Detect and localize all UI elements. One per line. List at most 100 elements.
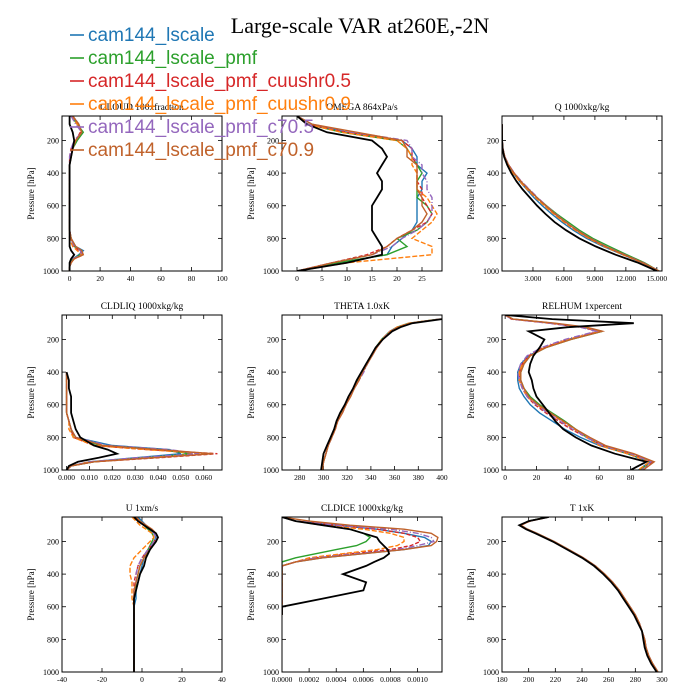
x-tick-label: 0.0008 — [380, 675, 401, 684]
series-line-cam144_lscale_pmf_cuushr0.9 — [282, 517, 405, 615]
x-tick-label: 100 — [216, 274, 228, 283]
x-tick-label: 260 — [603, 675, 615, 684]
y-tick-label: 800 — [47, 635, 59, 644]
plot-frame — [501, 516, 663, 673]
panel-4: CLDLIQ 1000xkg/kg Pressure [hPa] 200 400 600… — [26, 302, 223, 482]
y-tick-label: 400 — [47, 169, 59, 178]
x-tick-label: 0.0004 — [326, 675, 347, 684]
x-tick-label: 0.060 — [195, 473, 212, 482]
series-line-cam144_lscale_pmf — [133, 517, 155, 672]
series-line-cam144_lscale — [519, 517, 659, 672]
x-tick-label: 15.000 — [647, 274, 668, 283]
panel-title: T 1xK — [570, 504, 595, 514]
plot-frame — [61, 516, 223, 673]
series-line-cam144_lscale_pmf_c70.5 — [504, 315, 653, 470]
x-tick-label: 0.0002 — [299, 675, 320, 684]
series-group — [129, 517, 160, 672]
legend-entry-5: cam144_lscale_pmf_c70.5 — [88, 117, 314, 138]
series-line-cam144_lscale_pmf_cuushr0.9 — [502, 124, 660, 271]
x-tick-label: -40 — [57, 675, 67, 684]
series-line-cam144_lscale — [65, 372, 182, 470]
x-tick-label: 0 — [68, 274, 72, 283]
series-line-cam144_lscale_pmf_cuushr0.5 — [133, 517, 159, 672]
y-tick-label: 1000 — [263, 466, 279, 475]
plot-frame — [501, 314, 663, 471]
y-tick-label: 400 — [267, 169, 279, 178]
y-tick-label: 600 — [267, 202, 279, 211]
series-line-obs — [296, 116, 389, 271]
y-axis-label: Pressure [hPa] — [466, 366, 476, 418]
y-tick-label: 200 — [47, 537, 59, 546]
y-tick-label: 800 — [47, 234, 59, 243]
legend-entry-4: cam144_lscale_pmf_cuushr0.9 — [88, 94, 351, 115]
panel-5: THETA 1.0xK Pressure [hPa] 200 400 600 800 100… — [246, 302, 448, 482]
x-tick-label: 20 — [178, 675, 186, 684]
plot-frame — [281, 516, 443, 673]
y-axis-label: Pressure [hPa] — [246, 366, 256, 418]
plot-frame — [281, 115, 443, 272]
series-line-cam144_lscale_pmf_cuushr0.5 — [282, 517, 422, 615]
y-tick-label: 200 — [267, 537, 279, 546]
x-tick-label: 380 — [413, 473, 425, 482]
y-tick-label: 600 — [267, 603, 279, 612]
x-tick-label: 0.040 — [150, 473, 167, 482]
y-tick-label: 600 — [487, 401, 499, 410]
series-group — [504, 315, 656, 470]
series-line-cam144_lscale_pmf_c70.9 — [282, 517, 439, 615]
y-tick-label: 200 — [487, 136, 499, 145]
x-tick-label: 0.0010 — [407, 675, 428, 684]
y-tick-label: 200 — [487, 537, 499, 546]
y-axis-label: Pressure [hPa] — [466, 167, 476, 219]
y-tick-label: 1000 — [43, 668, 59, 677]
series-line-obs — [517, 517, 658, 672]
x-tick-label: 9.000 — [586, 274, 603, 283]
y-tick-label: 1000 — [43, 267, 59, 276]
y-tick-label: 1000 — [483, 267, 499, 276]
y-tick-label: 400 — [487, 169, 499, 178]
y-tick-label: 800 — [267, 635, 279, 644]
x-tick-label: 240 — [576, 675, 588, 684]
x-tick-label: 40 — [218, 675, 226, 684]
plot-frame — [61, 115, 223, 272]
y-tick-label: 800 — [487, 234, 499, 243]
x-tick-label: 180 — [496, 675, 508, 684]
y-tick-label: 200 — [47, 136, 59, 145]
x-tick-label: 40 — [127, 274, 135, 283]
y-tick-label: 400 — [267, 570, 279, 579]
x-tick-label: 80 — [627, 473, 635, 482]
panel-title: OMEGA 864xPa/s — [326, 103, 398, 113]
x-tick-label: 5 — [320, 274, 324, 283]
series-group — [296, 116, 438, 271]
x-tick-label: 25 — [418, 274, 426, 283]
y-tick-label: 800 — [487, 433, 499, 442]
panel-title: CLDICE 1000xkg/kg — [321, 504, 403, 514]
x-tick-label: 360 — [389, 473, 401, 482]
series-line-cam144_lscale_pmf_c70.9 — [504, 315, 656, 470]
plot-frame — [501, 115, 663, 272]
series-group — [502, 124, 660, 271]
x-tick-label: 20 — [393, 274, 401, 283]
series-line-obs — [502, 124, 658, 271]
series-line-cam144_lscale_pmf_c70.9 — [65, 372, 213, 470]
x-tick-label: -20 — [97, 675, 107, 684]
x-tick-label: 60 — [596, 473, 604, 482]
panel-3: Q 1000xkg/kg Pressure [hPa] 200 400 600 800 10… — [466, 103, 667, 283]
y-tick-label: 400 — [47, 368, 59, 377]
x-tick-label: 0 — [503, 473, 507, 482]
panel-title: CLOUD 100xfraction — [100, 102, 184, 113]
series-line-cam144_lscale_pmf_cuushr0.9 — [296, 116, 438, 271]
legend: cam144_lscalecam144_lscale_pmfcam144_lsc… — [70, 25, 351, 161]
x-tick-label: 0.0006 — [353, 675, 374, 684]
x-tick-label: 0.020 — [104, 473, 121, 482]
series-line-obs — [68, 116, 76, 271]
legend-entry-1: cam144_lscale — [88, 25, 215, 46]
x-tick-label: 20 — [96, 274, 104, 283]
series-line-obs — [505, 315, 649, 470]
y-tick-label: 1000 — [483, 668, 499, 677]
series-line-cam144_lscale_pmf_c70.9 — [519, 517, 659, 672]
